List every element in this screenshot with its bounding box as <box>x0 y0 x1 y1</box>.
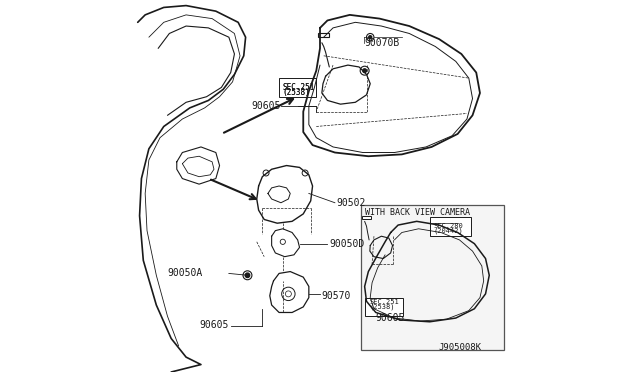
Text: (2538): (2538) <box>283 88 310 97</box>
Text: SEC.251: SEC.251 <box>283 83 315 92</box>
Text: 90605: 90605 <box>376 313 405 323</box>
Text: 90070B: 90070B <box>365 38 400 48</box>
Text: J905008K: J905008K <box>438 343 481 352</box>
Text: (2538): (2538) <box>283 88 310 97</box>
Text: 90502: 90502 <box>337 198 366 208</box>
FancyBboxPatch shape <box>361 205 504 350</box>
Text: (20442): (20442) <box>433 227 463 234</box>
Circle shape <box>363 69 367 73</box>
Text: 90570: 90570 <box>322 291 351 301</box>
Text: SEC.251: SEC.251 <box>283 83 315 92</box>
FancyBboxPatch shape <box>279 78 316 97</box>
Text: WITH BACK VIEW CAMERA: WITH BACK VIEW CAMERA <box>365 208 470 217</box>
Text: SEC.251: SEC.251 <box>369 299 399 305</box>
Text: SEC.280: SEC.280 <box>433 223 463 229</box>
Text: 90050A: 90050A <box>168 269 203 278</box>
FancyBboxPatch shape <box>429 217 470 236</box>
Text: 90050D: 90050D <box>330 239 365 248</box>
Polygon shape <box>362 216 371 219</box>
Circle shape <box>245 273 250 278</box>
FancyBboxPatch shape <box>365 298 403 316</box>
Circle shape <box>369 36 372 39</box>
Polygon shape <box>318 33 330 37</box>
Text: (2538): (2538) <box>369 304 395 310</box>
Text: 90605: 90605 <box>200 321 229 330</box>
Text: 90605: 90605 <box>252 101 281 111</box>
